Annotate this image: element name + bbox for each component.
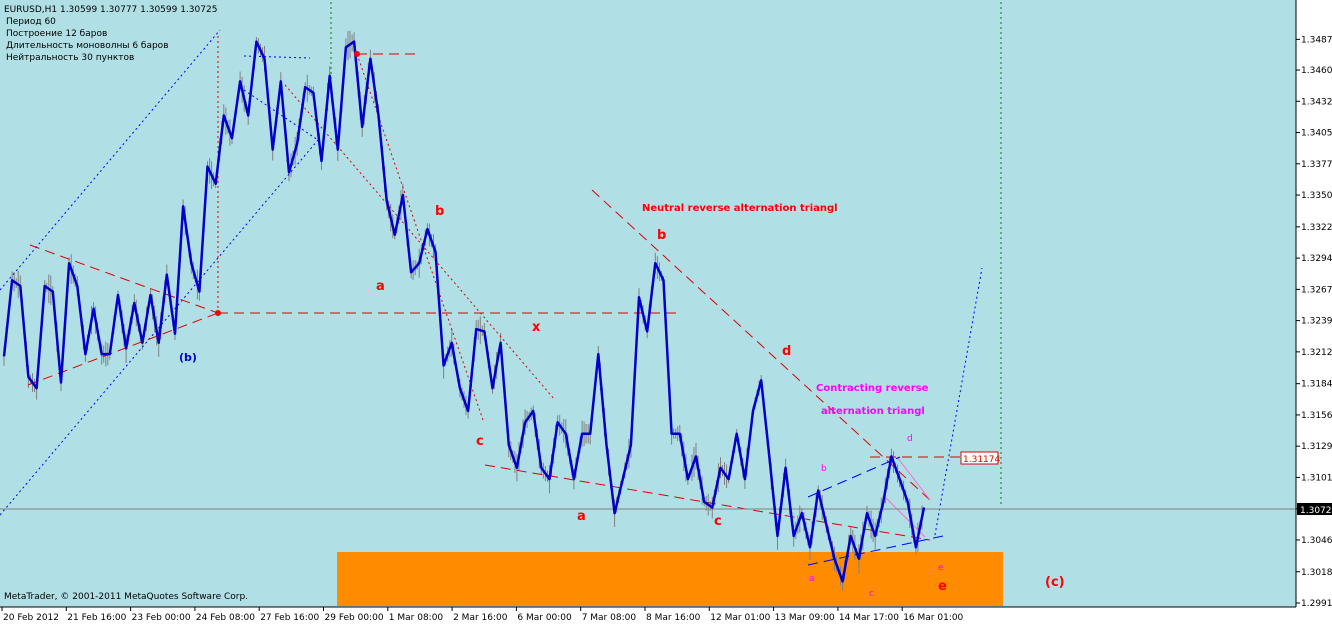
marker-point-2 (354, 51, 360, 57)
contracting-triangle-upper (807, 456, 901, 498)
symbol-line: EURUSD,H1 1.30599 1.30777 1.30599 1.3072… (4, 5, 217, 15)
price-tick-label: 1.33775 (1301, 160, 1332, 170)
small-label-b: b (821, 464, 827, 474)
time-tick-label: 20 Feb 2012 (3, 613, 59, 623)
time-tick-label: 27 Feb 16:00 (260, 613, 319, 623)
time-tick-label: 24 Feb 08:00 (196, 613, 255, 623)
marker-point-1 (215, 310, 221, 316)
info-line-duration: Длительность моноволны 6 баров (6, 41, 169, 51)
wave-label-b1: b (435, 204, 444, 219)
info-line-build: Построение 12 баров (6, 29, 107, 39)
time-tick-label: 12 Mar 01:00 (710, 613, 770, 623)
wave-label-d2: d (782, 344, 791, 359)
time-tick-label: 21 Feb 16:00 (67, 613, 126, 623)
wave-label-c2: c (714, 514, 722, 529)
target-zone (337, 552, 1003, 606)
time-axis: 20 Feb 2012 21 Feb 16:00 23 Feb 00:00 24 Fe… (1, 607, 964, 623)
time-tick-label: 14 Mar 17:00 (839, 613, 899, 623)
current-price-label: 1.30725 (1300, 506, 1332, 516)
price-tick-label: 1.32945 (1301, 254, 1332, 264)
time-tick-label: 2 Mar 16:00 (453, 613, 508, 623)
wave-label-x: x (532, 320, 541, 335)
price-tick-label: 1.29910 (1301, 599, 1332, 609)
small-label-e: e (938, 563, 944, 573)
time-tick-label: 13 Mar 09:00 (775, 613, 835, 623)
price-tick-label: 1.33220 (1301, 223, 1332, 233)
time-tick-label: 23 Feb 00:00 (132, 613, 191, 623)
price-tick-label: 1.32670 (1301, 285, 1332, 295)
info-line-period: Период 60 (6, 17, 56, 27)
channel-lower (0, 139, 319, 516)
current-price-box (1297, 503, 1332, 515)
price-tick-label: 1.34050 (1301, 129, 1332, 139)
price-tick-label: 1.31840 (1301, 380, 1332, 390)
price-tick-label: 1.34325 (1301, 97, 1332, 107)
time-tick-label: 7 Mar 08:00 (582, 613, 637, 623)
wave-label-e2: e (938, 579, 947, 594)
price-tick-label: 1.34870 (1301, 35, 1332, 45)
price-tick-label: 1.30185 (1301, 568, 1332, 578)
price-tick-label: 1.30465 (1301, 536, 1332, 546)
price-tick-label: 1.34600 (1301, 66, 1332, 76)
wave-label-b2: b (657, 228, 666, 243)
neutral-triangle-title: Neutral reverse alternation triangl (642, 203, 838, 214)
price-tick-label: 1.31565 (1301, 411, 1332, 421)
price-tick-label: 1.33500 (1301, 191, 1332, 201)
info-line-neutrality: Нейтральность 30 пунктов (6, 53, 134, 63)
copyright-text: MetaTrader, © 2001-2011 MetaQuotes Softw… (4, 592, 248, 602)
neutral-triangle-upper (591, 189, 931, 501)
projection-line (934, 267, 983, 536)
price-tick-label: 1.32395 (1301, 317, 1332, 327)
price-tick-label: 1.32120 (1301, 348, 1332, 358)
wave-label-a1: a (376, 279, 385, 294)
wave-label-c1: c (476, 434, 484, 449)
contracting-title-line1: Contracting reverse (816, 383, 929, 394)
time-tick-label: 1 Mar 08:00 (389, 613, 444, 623)
small-label-c: c (869, 589, 874, 599)
red-dotted-channel-2 (284, 84, 556, 401)
contracting-triangle-lower (807, 535, 944, 566)
wave-label-a2: a (577, 509, 586, 524)
price-axis-background (1296, 0, 1332, 623)
neutral-triangle-lower (484, 464, 931, 541)
contracting-title-line2: alternation triangl (821, 406, 925, 417)
wave-label-b-paren: (b) (179, 351, 197, 364)
triangle-upper (29, 244, 219, 314)
time-tick-label: 8 Mar 16:00 (646, 613, 701, 623)
wave-line (2, 40, 926, 583)
time-tick-label: 29 Feb 00:00 (325, 613, 384, 623)
contracting-upper (896, 456, 931, 501)
channel-upper (0, 29, 221, 291)
wave-label-c-paren: (c) (1045, 575, 1065, 590)
level-box (960, 451, 999, 465)
small-label-a: a (809, 574, 815, 584)
time-tick-label: 16 Mar 01:00 (903, 613, 963, 623)
price-tick-label: 1.31015 (1301, 473, 1332, 483)
level-label: 1.31174 (963, 455, 1000, 465)
plot-background (0, 0, 1296, 607)
small-label-d: d (907, 434, 913, 444)
price-tick-label: 1.31290 (1301, 442, 1332, 452)
time-tick-label: 6 Mar 00:00 (517, 613, 572, 623)
